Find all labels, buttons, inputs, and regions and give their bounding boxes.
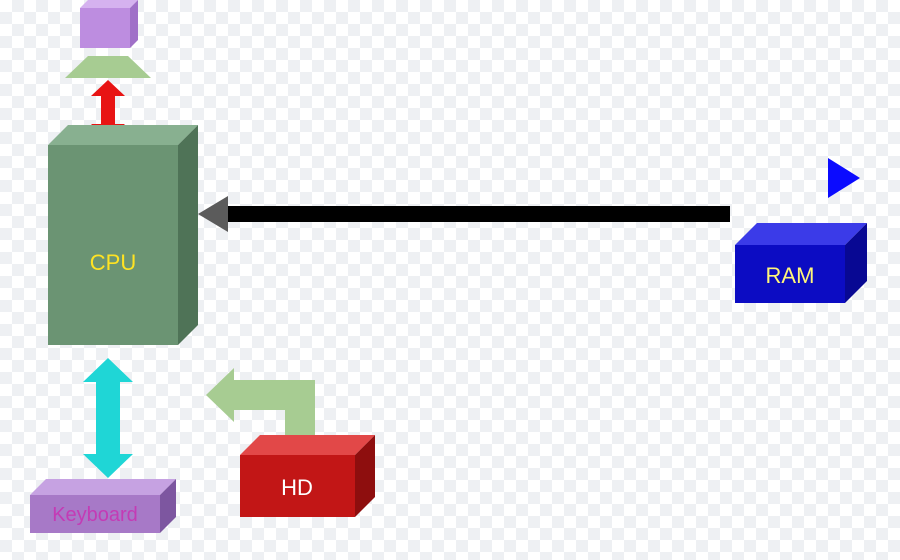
diagram-svg: CPU RAM HD Keyboard <box>0 0 900 560</box>
node-keyboard: Keyboard <box>30 479 176 533</box>
node-ram: RAM <box>735 223 867 303</box>
arrow-ram-to-cpu <box>198 196 730 232</box>
node-hd: HD <box>240 435 375 517</box>
ram-label: RAM <box>766 263 815 288</box>
arrow-cpu-keyboard <box>83 358 133 478</box>
hd-label: HD <box>281 475 313 500</box>
cpu-label: CPU <box>90 250 136 275</box>
keyboard-label: Keyboard <box>52 504 138 526</box>
node-cpu: CPU <box>48 125 198 345</box>
node-monitor <box>80 0 138 48</box>
arrow-cpu-to-ram <box>828 158 860 198</box>
node-monitor-stand <box>65 56 151 78</box>
